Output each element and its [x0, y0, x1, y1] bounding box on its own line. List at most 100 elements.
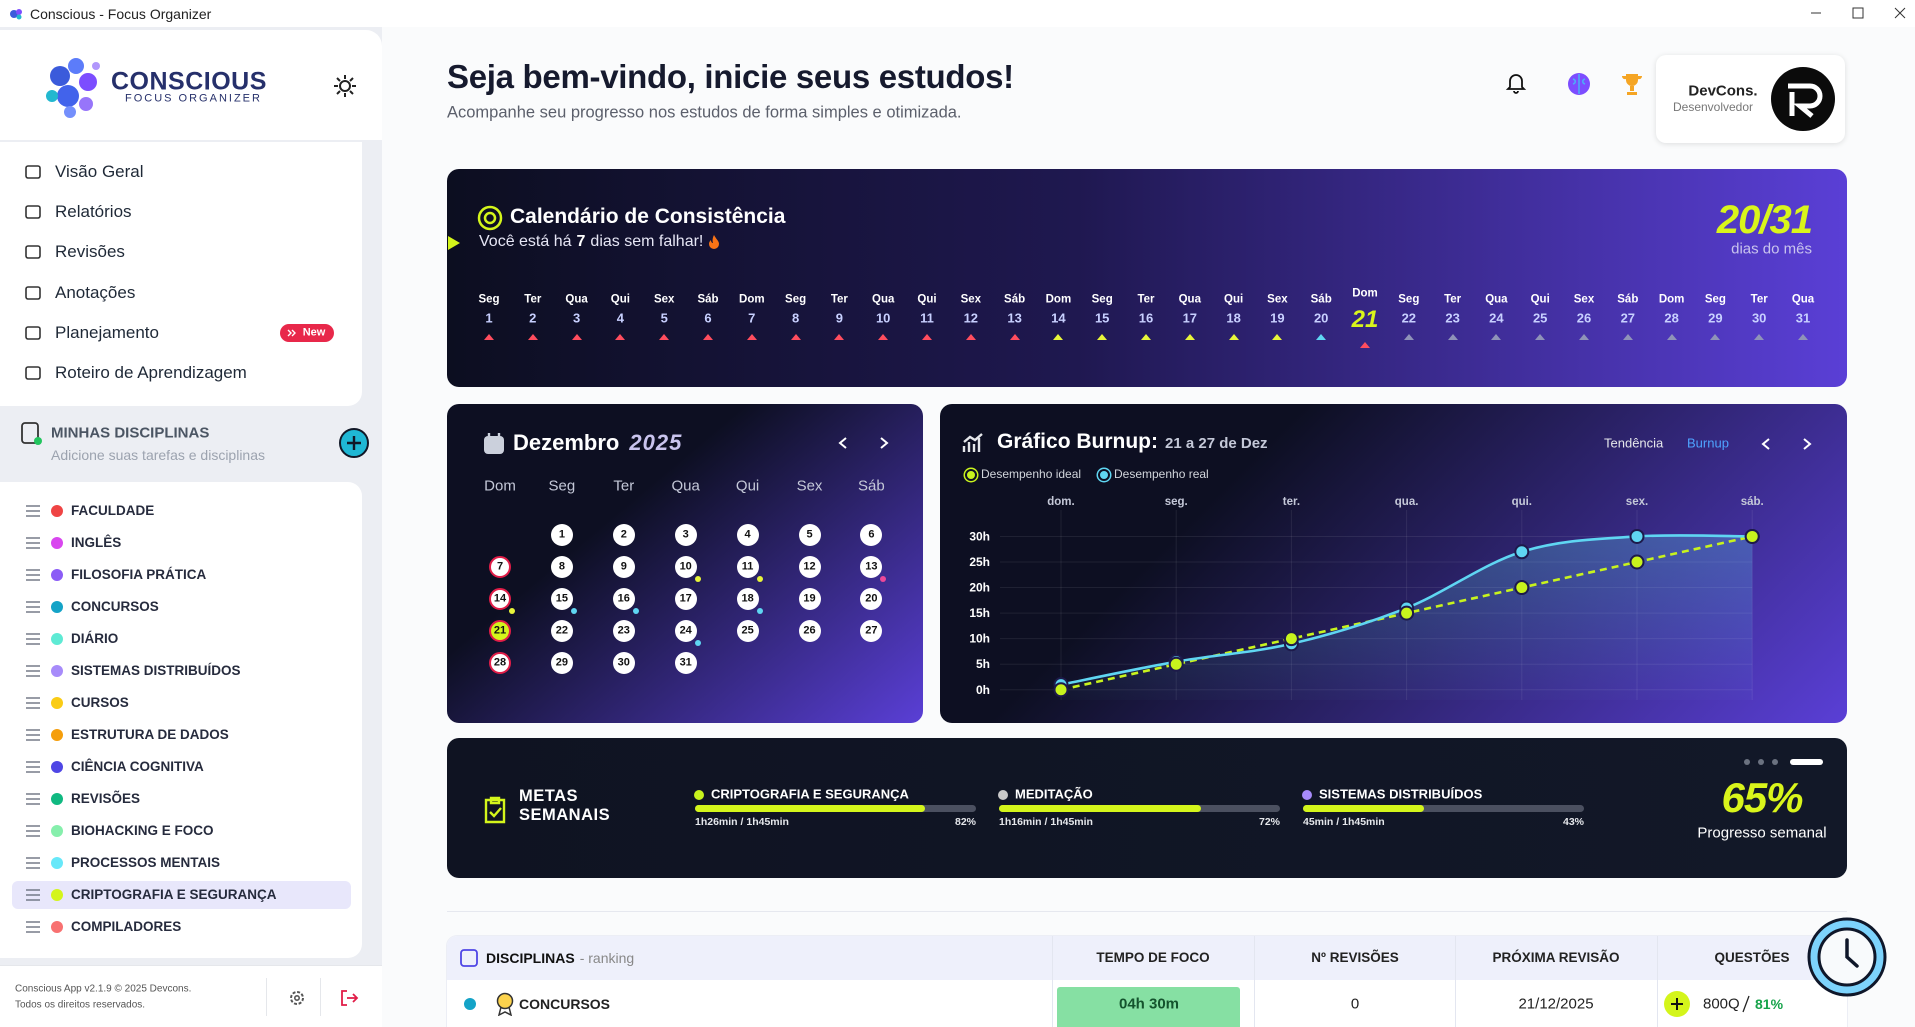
day-circle[interactable]: [550, 588, 573, 610]
day-circle[interactable]: [550, 556, 573, 578]
day-circle[interactable]: [736, 588, 759, 610]
calendar-day[interactable]: 4: [744, 528, 751, 541]
calendar-day[interactable]: 31: [679, 656, 692, 669]
calendar-day[interactable]: 6: [868, 528, 875, 541]
drag-handle[interactable]: [26, 697, 40, 709]
discipline-name[interactable]: CURSOS: [71, 695, 129, 711]
day-circle[interactable]: [612, 524, 635, 546]
nav-label[interactable]: Anotações: [55, 282, 136, 302]
day-circle[interactable]: [798, 588, 821, 610]
brain-button[interactable]: [1566, 71, 1592, 97]
day-circle[interactable]: [489, 652, 511, 674]
drag-handle[interactable]: [26, 633, 40, 645]
carousel-dot[interactable]: [1758, 759, 1764, 765]
drag-handle[interactable]: [26, 569, 40, 581]
day-circle[interactable]: [612, 652, 635, 674]
calendar-day[interactable]: 22: [555, 624, 569, 637]
drag-handle[interactable]: [26, 761, 40, 773]
calendar-day[interactable]: 18: [741, 592, 754, 605]
day-circle[interactable]: [798, 524, 821, 546]
discipline-name[interactable]: BIOHACKING E FOCO: [71, 823, 214, 839]
calendar-day[interactable]: 2: [620, 528, 627, 541]
add-question-button[interactable]: [1663, 990, 1691, 1018]
day-circle[interactable]: [550, 524, 573, 546]
discipline-name[interactable]: FILOSOFIA PRÁTICA: [71, 567, 207, 583]
day-circle[interactable]: [860, 588, 883, 610]
drag-handle[interactable]: [26, 857, 40, 869]
discipline-name[interactable]: DIÁRIO: [71, 631, 119, 647]
calendar-day[interactable]: 15: [555, 592, 569, 605]
day-circle[interactable]: [736, 620, 759, 642]
day-circle[interactable]: [612, 588, 635, 610]
discipline-name[interactable]: COMPILADORES: [71, 919, 182, 935]
drag-handle[interactable]: [26, 889, 40, 901]
calendar-day[interactable]: 16: [617, 592, 630, 605]
add-discipline-button[interactable]: [338, 427, 370, 459]
discipline-name[interactable]: FACULDADE: [71, 503, 155, 519]
calendar-day[interactable]: 20: [865, 592, 878, 605]
prev-month-button[interactable]: [837, 436, 849, 450]
carousel-dot[interactable]: [1772, 759, 1778, 765]
discipline-name[interactable]: SISTEMAS DISTRIBUÍDOS: [71, 663, 241, 679]
nav-label[interactable]: Visão Geral: [55, 162, 144, 182]
prev-week-button[interactable]: [1760, 437, 1772, 451]
drag-handle[interactable]: [26, 505, 40, 517]
pomodoro-button[interactable]: [1806, 916, 1888, 998]
day-circle[interactable]: [674, 524, 697, 546]
carousel-dot[interactable]: [1744, 759, 1750, 765]
day-circle[interactable]: [489, 556, 511, 578]
calendar-day[interactable]: 26: [803, 624, 816, 637]
theme-toggle[interactable]: [333, 74, 357, 98]
drag-handle[interactable]: [26, 537, 40, 549]
calendar-day[interactable]: 7: [496, 560, 504, 573]
calendar-day[interactable]: 1: [558, 528, 565, 541]
burnup-tab[interactable]: Burnup: [1687, 435, 1729, 451]
calendar-day[interactable]: 5: [806, 528, 813, 541]
calendar-day[interactable]: 28: [493, 656, 507, 669]
day-circle[interactable]: [674, 620, 697, 642]
nav-label[interactable]: Relatórios: [55, 202, 132, 222]
discipline-name[interactable]: CONCURSOS: [71, 599, 159, 615]
day-circle[interactable]: [550, 652, 573, 674]
day-circle[interactable]: [860, 524, 883, 546]
collapse-arrow[interactable]: [447, 235, 461, 251]
calendar-day[interactable]: 14: [493, 592, 507, 605]
day-circle[interactable]: [860, 556, 883, 578]
discipline-name[interactable]: ESTRUTURA DE DADOS: [71, 727, 229, 743]
calendar-day[interactable]: 27: [865, 624, 878, 637]
calendar-day[interactable]: 30: [617, 656, 630, 669]
window-controls[interactable]: [1795, 0, 1915, 27]
calendar-day[interactable]: 19: [803, 592, 816, 605]
calendar-day[interactable]: 24: [679, 624, 692, 637]
next-week-button[interactable]: [1801, 437, 1813, 451]
discipline-name[interactable]: PROCESSOS MENTAIS: [71, 855, 221, 871]
nav-label[interactable]: Planejamento: [55, 323, 159, 343]
drag-handle[interactable]: [26, 793, 40, 805]
calendar-day[interactable]: 9: [620, 560, 627, 573]
day-circle[interactable]: [798, 620, 821, 642]
notifications-button[interactable]: [1505, 72, 1527, 94]
drag-handle[interactable]: [26, 729, 40, 741]
calendar-day[interactable]: 11: [741, 560, 754, 573]
discipline-name[interactable]: CRIPTOGRAFIA E SEGURANÇA: [71, 887, 277, 903]
carousel-dot-active[interactable]: [1790, 759, 1823, 765]
drag-handle[interactable]: [26, 665, 40, 677]
trophy-button[interactable]: [1618, 70, 1646, 98]
drag-handle[interactable]: [26, 825, 40, 837]
nav-label[interactable]: Revisões: [55, 242, 125, 262]
day-circle[interactable]: [736, 556, 759, 578]
calendar-day[interactable]: 17: [679, 592, 692, 605]
day-circle[interactable]: [736, 524, 759, 546]
drag-handle[interactable]: [26, 921, 40, 933]
calendar-day[interactable]: 23: [617, 624, 630, 637]
discipline-name[interactable]: CIÊNCIA COGNITIVA: [71, 759, 204, 775]
row-name[interactable]: CONCURSOS: [519, 995, 611, 1012]
calendar-day[interactable]: 10: [679, 560, 692, 573]
calendar-day[interactable]: 21: [493, 624, 507, 637]
day-circle[interactable]: [489, 620, 511, 642]
calendar-day[interactable]: 29: [555, 656, 569, 669]
day-circle[interactable]: [674, 556, 697, 578]
calendar-day[interactable]: 12: [803, 560, 816, 573]
calendar-day[interactable]: 3: [682, 528, 689, 541]
day-circle[interactable]: [550, 620, 573, 642]
